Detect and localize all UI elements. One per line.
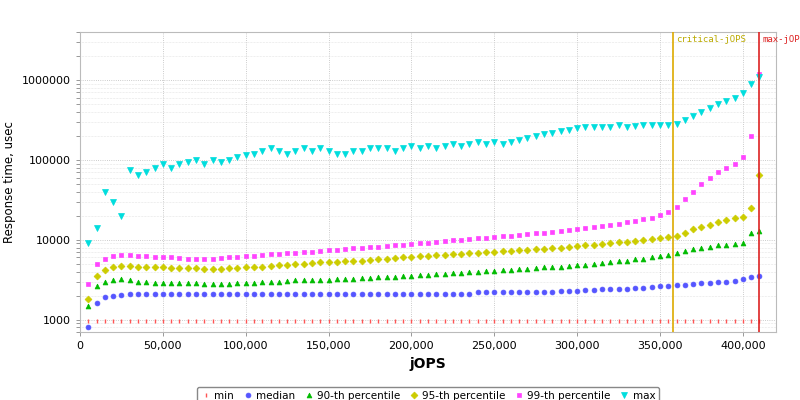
min bbox=[398, 319, 408, 324]
max bbox=[83, 241, 93, 246]
max bbox=[266, 146, 275, 151]
max bbox=[622, 124, 632, 129]
max bbox=[398, 146, 408, 151]
median bbox=[274, 292, 284, 296]
max bbox=[274, 148, 284, 153]
99-th percentile bbox=[266, 252, 275, 256]
99-th percentile bbox=[754, 71, 764, 76]
95-th percentile bbox=[83, 297, 93, 302]
median bbox=[398, 292, 408, 296]
90-th percentile bbox=[606, 260, 615, 265]
median bbox=[754, 274, 764, 278]
90-th percentile bbox=[754, 228, 764, 233]
Y-axis label: Response time, usec: Response time, usec bbox=[3, 121, 17, 243]
min bbox=[241, 319, 250, 324]
95-th percentile bbox=[622, 239, 632, 244]
max bbox=[754, 74, 764, 79]
median bbox=[606, 287, 615, 292]
min bbox=[606, 319, 615, 324]
Line: min: min bbox=[86, 319, 762, 324]
max bbox=[241, 153, 250, 158]
99-th percentile bbox=[622, 220, 632, 225]
99-th percentile bbox=[606, 223, 615, 228]
Legend: min, median, 90-th percentile, 95-th percentile, 99-th percentile, max: min, median, 90-th percentile, 95-th per… bbox=[197, 387, 659, 400]
median bbox=[622, 286, 632, 291]
95-th percentile bbox=[266, 264, 275, 268]
Line: median: median bbox=[86, 274, 762, 330]
90-th percentile bbox=[241, 280, 250, 285]
median bbox=[83, 325, 93, 330]
Line: 99-th percentile: 99-th percentile bbox=[86, 71, 762, 286]
Line: max: max bbox=[85, 74, 762, 246]
99-th percentile bbox=[241, 254, 250, 259]
95-th percentile bbox=[754, 172, 764, 177]
Line: 95-th percentile: 95-th percentile bbox=[86, 172, 762, 302]
95-th percentile bbox=[398, 255, 408, 260]
99-th percentile bbox=[398, 242, 408, 247]
Text: critical-jOPS: critical-jOPS bbox=[677, 35, 746, 44]
median bbox=[241, 292, 250, 296]
Text: max-jOP: max-jOP bbox=[762, 35, 800, 44]
90-th percentile bbox=[274, 279, 284, 284]
90-th percentile bbox=[266, 279, 275, 284]
X-axis label: jOPS: jOPS bbox=[410, 356, 446, 370]
Line: 90-th percentile: 90-th percentile bbox=[86, 228, 762, 308]
min bbox=[274, 319, 284, 324]
95-th percentile bbox=[606, 241, 615, 246]
95-th percentile bbox=[274, 263, 284, 268]
median bbox=[266, 292, 275, 296]
90-th percentile bbox=[622, 258, 632, 263]
99-th percentile bbox=[83, 282, 93, 286]
99-th percentile bbox=[274, 251, 284, 256]
95-th percentile bbox=[241, 265, 250, 270]
min bbox=[622, 319, 632, 324]
min bbox=[754, 319, 764, 324]
max bbox=[606, 124, 615, 129]
min bbox=[266, 319, 275, 324]
90-th percentile bbox=[398, 274, 408, 278]
min bbox=[83, 319, 93, 324]
90-th percentile bbox=[83, 303, 93, 308]
